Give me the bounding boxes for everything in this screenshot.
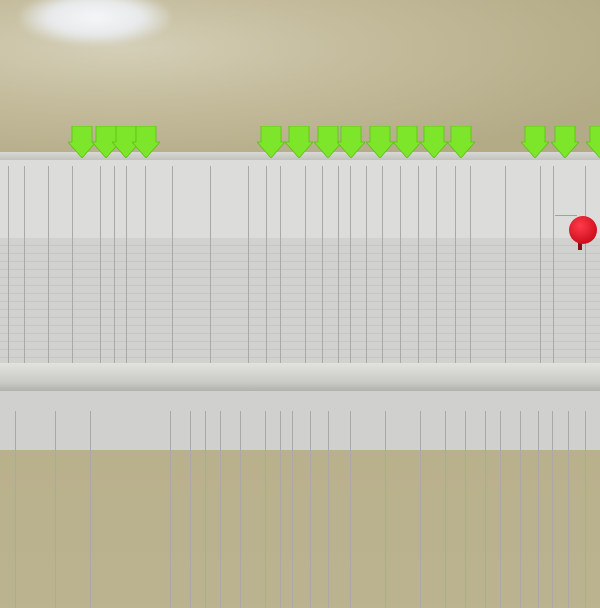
column-divider — [540, 166, 541, 363]
column-divider — [322, 166, 323, 363]
green-arrow-sticky-note — [447, 126, 475, 158]
column-divider — [465, 411, 466, 608]
column-divider — [418, 166, 419, 363]
column-divider — [266, 166, 267, 363]
column-divider — [114, 166, 115, 363]
column-divider — [280, 411, 281, 608]
push-pin-icon — [569, 216, 597, 244]
column-divider — [455, 166, 456, 363]
column-divider — [48, 166, 49, 363]
green-arrow-sticky-note — [337, 126, 365, 158]
column-divider — [55, 411, 56, 608]
column-divider — [382, 166, 383, 363]
column-divider — [436, 166, 437, 363]
green-arrow-sticky-note — [68, 126, 96, 158]
light-glare — [20, 0, 170, 45]
column-divider — [520, 411, 521, 608]
column-divider — [210, 166, 211, 363]
column-divider — [248, 166, 249, 363]
green-arrow-sticky-note — [393, 126, 421, 158]
column-divider — [568, 411, 569, 608]
column-divider — [385, 411, 386, 608]
column-divider — [126, 166, 127, 363]
column-divider — [220, 411, 221, 608]
column-divider — [505, 166, 506, 363]
column-divider — [100, 166, 101, 363]
column-divider — [170, 411, 171, 608]
column-divider — [145, 166, 146, 363]
column-divider — [305, 166, 306, 363]
column-divider — [8, 166, 9, 363]
green-arrow-sticky-note — [586, 126, 600, 158]
column-divider — [172, 166, 173, 363]
column-divider — [190, 411, 191, 608]
green-arrow-sticky-note — [285, 126, 313, 158]
spreadsheet-rows — [0, 238, 600, 363]
whiteboard-ledge — [0, 363, 600, 391]
column-divider — [350, 166, 351, 363]
column-divider — [205, 411, 206, 608]
column-divider — [445, 411, 446, 608]
column-divider — [470, 166, 471, 363]
column-divider — [538, 411, 539, 608]
column-divider — [265, 411, 266, 608]
column-divider — [553, 166, 554, 363]
column-divider — [240, 411, 241, 608]
column-divider — [280, 166, 281, 363]
column-divider — [366, 166, 367, 363]
green-arrow-sticky-note — [314, 126, 342, 158]
column-divider — [72, 166, 73, 363]
green-arrow-sticky-note — [257, 126, 285, 158]
column-divider — [328, 411, 329, 608]
column-divider — [90, 411, 91, 608]
column-divider — [292, 411, 293, 608]
spreadsheet-printout-bottom — [0, 391, 600, 608]
column-divider — [24, 166, 25, 363]
red-annotation — [555, 215, 577, 226]
spreadsheet-header — [0, 160, 600, 238]
green-arrow-sticky-note — [366, 126, 394, 158]
column-divider — [552, 411, 553, 608]
green-arrow-sticky-note — [420, 126, 448, 158]
column-divider — [400, 166, 401, 363]
column-divider — [15, 411, 16, 608]
green-arrow-sticky-note — [132, 126, 160, 158]
column-divider — [500, 411, 501, 608]
green-arrow-sticky-note — [551, 126, 579, 158]
column-divider — [350, 411, 351, 608]
column-divider — [585, 411, 586, 608]
column-divider — [420, 411, 421, 608]
pin-needle — [578, 240, 582, 250]
column-divider — [338, 166, 339, 363]
column-divider — [585, 166, 586, 363]
green-arrow-sticky-note — [521, 126, 549, 158]
column-divider — [310, 411, 311, 608]
spreadsheet-printout-top — [0, 160, 600, 363]
column-divider — [485, 411, 486, 608]
